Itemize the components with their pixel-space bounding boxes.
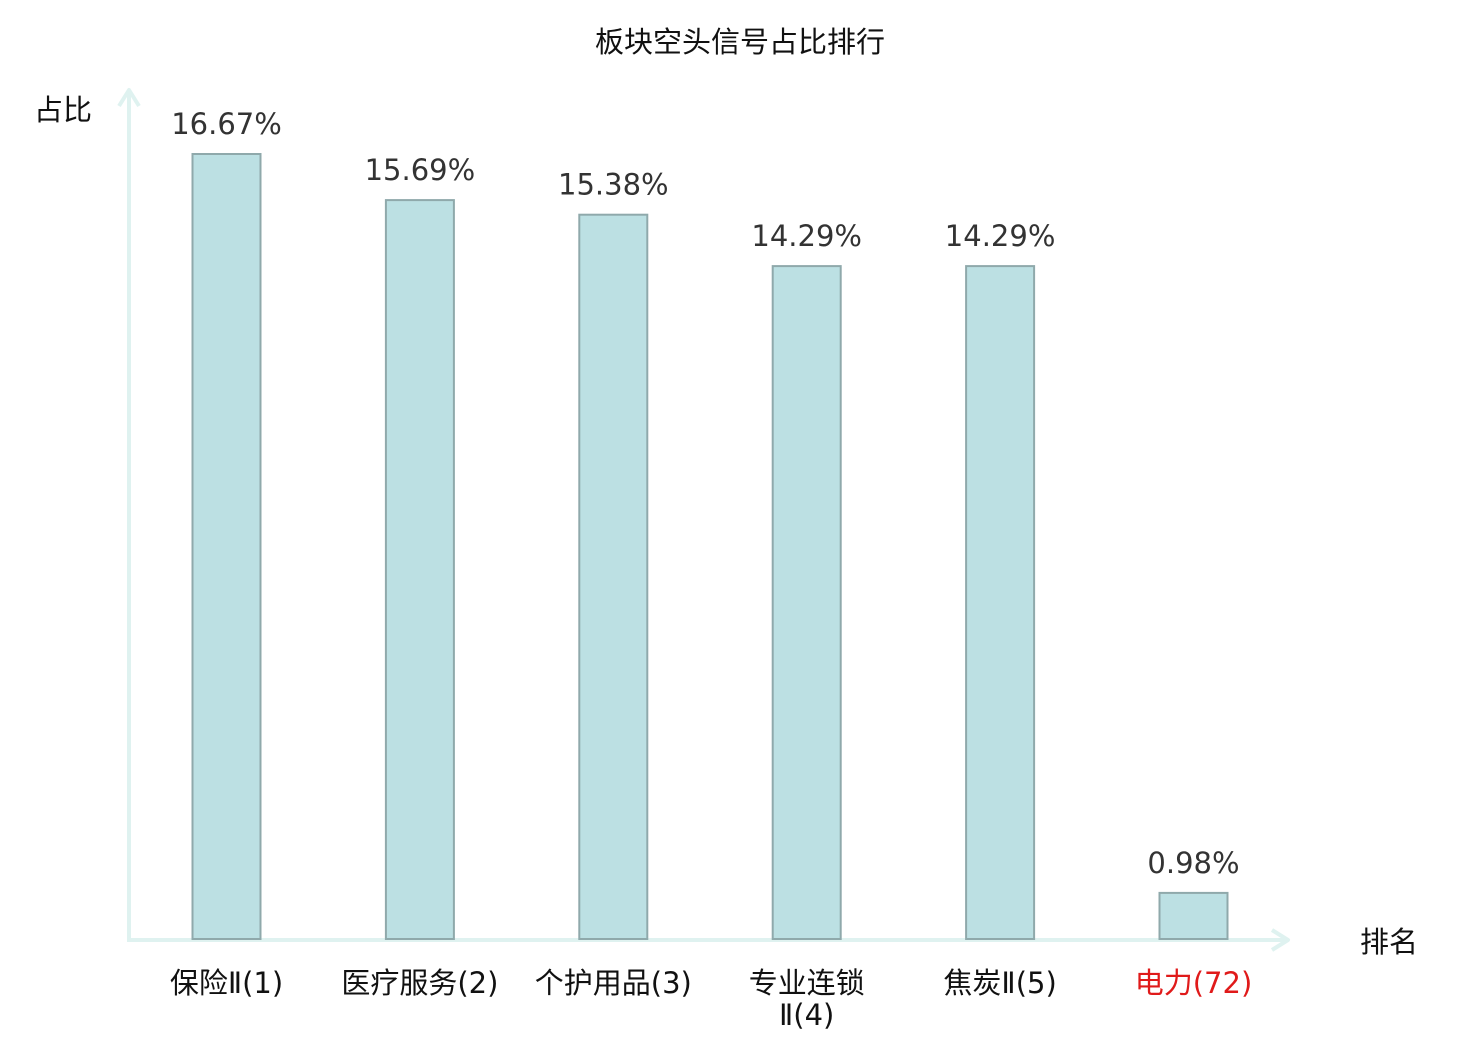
- value-label-1: 16.67%: [171, 107, 282, 141]
- bar-2: [384, 199, 455, 941]
- bar-3: [578, 213, 649, 940]
- value-label-6: 0.98%: [1147, 846, 1239, 880]
- bar-6: [1158, 891, 1229, 941]
- category-name: 保险Ⅱ: [170, 966, 242, 1000]
- value-label-4: 14.29%: [751, 219, 862, 253]
- category-rank: (72): [1193, 966, 1253, 1000]
- bar-1: [191, 153, 262, 940]
- category-name: 电力: [1135, 966, 1193, 1000]
- category-rank: (2): [457, 966, 498, 1000]
- value-labels-layer: 16.67% 15.69% 15.38% 14.29% 14.29% 0.98%: [171, 107, 1239, 880]
- category-name: 医疗服务: [341, 966, 457, 1000]
- bars-layer: [191, 153, 1229, 941]
- category-name: 焦炭Ⅱ: [943, 966, 1015, 1000]
- bar-5: [965, 265, 1036, 941]
- chart-title: 板块空头信号占比排行: [595, 25, 885, 59]
- value-label-3: 15.38%: [558, 168, 669, 202]
- value-label-5: 14.29%: [945, 219, 1056, 253]
- category-rank: (5): [1016, 966, 1057, 1000]
- x-axis-arrow: [1270, 928, 1290, 952]
- y-axis-label: 占比: [34, 93, 92, 127]
- category-rank: (3): [651, 966, 692, 1000]
- category-labels-layer: 保险Ⅱ(1) 医疗服务(2) 个护用品(3) 专业连锁 Ⅱ(4) 焦炭Ⅱ(5) 电力(72): [170, 966, 1252, 1032]
- category-name: 个护用品: [535, 966, 651, 1000]
- category-label-6: 电力(72): [1135, 966, 1253, 1000]
- category-rank: (1): [242, 966, 283, 1000]
- y-axis-arrow: [117, 88, 141, 108]
- value-label-2: 15.69%: [365, 153, 476, 187]
- axes: [117, 88, 1290, 952]
- category-name: 专业连锁: [749, 966, 865, 1000]
- x-axis-label: 排名: [1360, 925, 1418, 959]
- category-label-5: 焦炭Ⅱ(5): [943, 966, 1056, 1000]
- bar-4: [771, 265, 842, 941]
- category-label-3: 个护用品(3): [535, 966, 692, 1000]
- category-rank: Ⅱ(4): [779, 998, 834, 1032]
- category-label-2: 医疗服务(2): [341, 966, 498, 1000]
- category-label-1: 保险Ⅱ(1): [170, 966, 283, 1000]
- category-label-4: 专业连锁 Ⅱ(4): [749, 966, 865, 1032]
